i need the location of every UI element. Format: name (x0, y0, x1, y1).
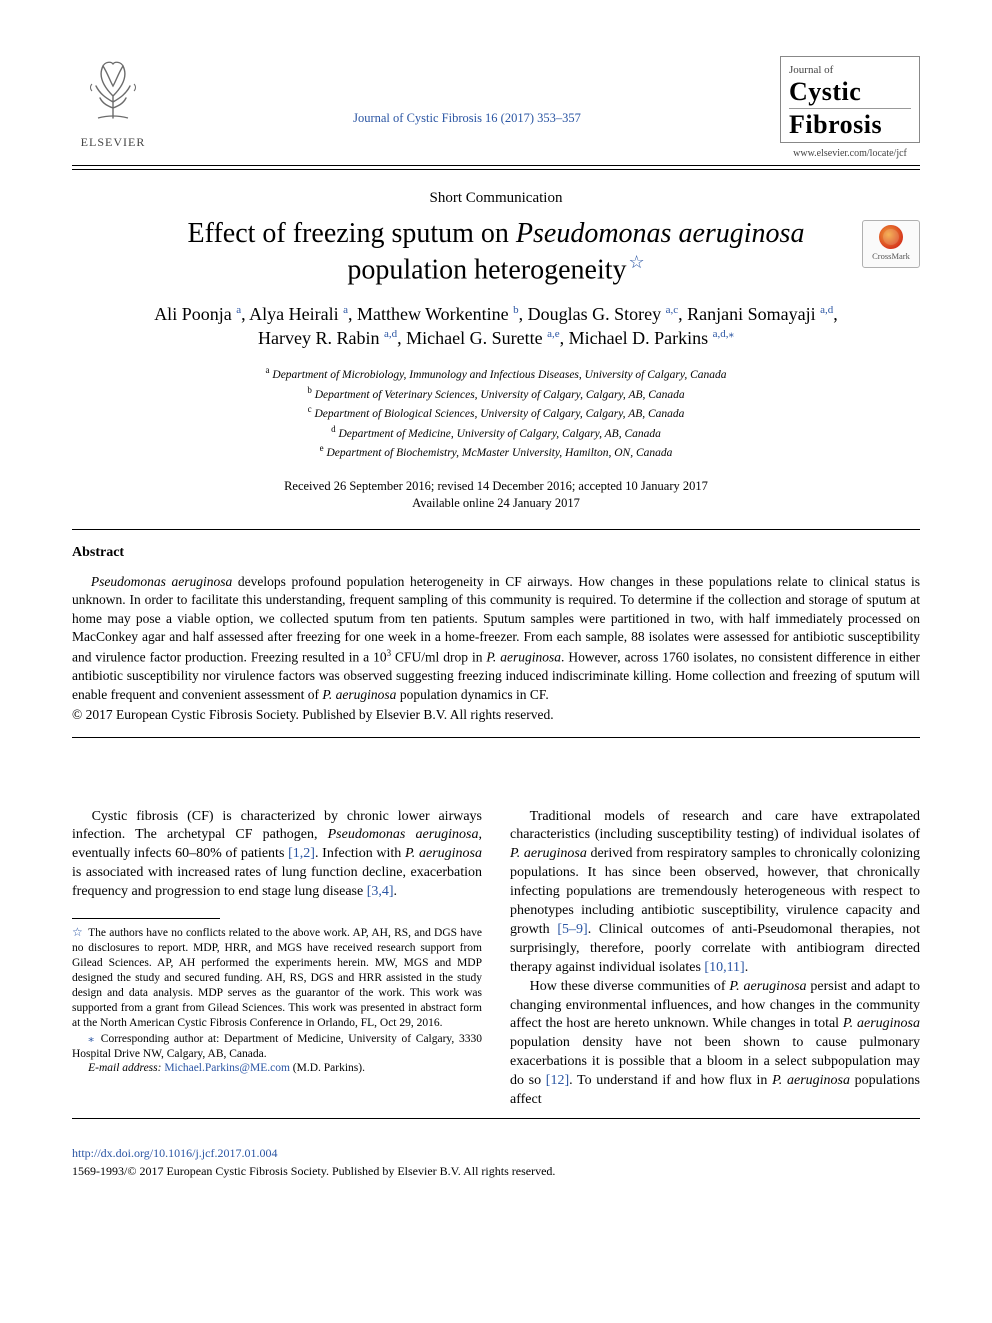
header-rule-1 (72, 165, 920, 166)
page-footer: http://dx.doi.org/10.1016/j.jcf.2017.01.… (72, 1145, 920, 1179)
abstract-rule-top (72, 529, 920, 530)
history-line-2: Available online 24 January 2017 (72, 495, 920, 513)
abstract-copyright: © 2017 European Cystic Fibrosis Society.… (72, 706, 920, 724)
article-title: Effect of freezing sputum on Pseudomonas… (72, 216, 920, 287)
column-right: Traditional models of research and care … (510, 808, 920, 1110)
abstract-species-3: P. aeruginosa (322, 687, 396, 702)
footnote-conflict: ☆ The authors have no conflicts related … (72, 925, 482, 1031)
abstract-t2: CFU/ml drop in (391, 650, 486, 665)
elsevier-wordmark: ELSEVIER (72, 134, 154, 150)
abstract-body: Pseudomonas aeruginosa develops profound… (72, 573, 920, 705)
body-columns: Cystic fibrosis (CF) is characterized by… (72, 808, 920, 1110)
abstract-heading: Abstract (72, 544, 920, 563)
elsevier-logo: ELSEVIER (72, 56, 154, 150)
article-type: Short Communication (72, 188, 920, 208)
ref-link-1-2[interactable]: [1,2] (288, 846, 315, 861)
abstract-t4: population dynamics in CF. (396, 687, 548, 702)
ref-link-10-11[interactable]: [10,11] (704, 960, 744, 975)
journal-header: ELSEVIER Journal of Cystic Fibrosis 16 (… (72, 56, 920, 161)
journal-reference: Journal of Cystic Fibrosis 16 (2017) 353… (154, 56, 780, 127)
affiliation-c: c Department of Biological Sciences, Uni… (72, 403, 920, 423)
doi-link[interactable]: http://dx.doi.org/10.1016/j.jcf.2017.01.… (72, 1145, 920, 1161)
issn-copyright: 1569-1993/© 2017 European Cystic Fibrosi… (72, 1163, 920, 1179)
affiliation-a: a Department of Microbiology, Immunology… (72, 364, 920, 384)
authors: Ali Poonja a, Alya Heirali a, Matthew Wo… (72, 302, 920, 351)
crossmark-badge[interactable]: CrossMark (862, 220, 920, 268)
ref-link-5-9[interactable]: [5–9] (557, 922, 587, 937)
footnote-rule (72, 918, 220, 919)
title-part-1: Effect of freezing sputum on (188, 218, 516, 249)
journal-logo-top: Journal of (789, 63, 911, 78)
title-part-2: population heterogeneity (347, 255, 626, 286)
affiliations: a Department of Microbiology, Immunology… (72, 364, 920, 462)
column-left: Cystic fibrosis (CF) is characterized by… (72, 808, 482, 1110)
footer-rule (72, 1118, 920, 1119)
email-link[interactable]: Michael.Parkins@ME.com (164, 1062, 290, 1074)
title-species: Pseudomonas aeruginosa (516, 218, 805, 249)
crossmark-label: CrossMark (872, 251, 910, 261)
left-paragraph-1: Cystic fibrosis (CF) is characterized by… (72, 808, 482, 902)
header-rule-2 (72, 169, 920, 170)
affiliation-e: e Department of Biochemistry, McMaster U… (72, 442, 920, 462)
footnote-email: E-mail address: Michael.Parkins@ME.com (… (72, 1061, 482, 1076)
article-history: Received 26 September 2016; revised 14 D… (72, 478, 920, 513)
affiliation-b: b Department of Veterinary Sciences, Uni… (72, 384, 920, 404)
journal-logo-word2: Fibrosis (789, 111, 911, 138)
title-wrap: Effect of freezing sputum on Pseudomonas… (72, 216, 920, 287)
star-icon: ☆ (72, 925, 83, 939)
authors-line-2: Harvey R. Rabin a,d, Michael G. Surette … (72, 326, 920, 350)
affiliation-d: d Department of Medicine, University of … (72, 423, 920, 443)
journal-logo-word1: Cystic (789, 78, 911, 109)
abstract-species-2: P. aeruginosa (486, 650, 561, 665)
footnotes: ☆ The authors have no conflicts related … (72, 925, 482, 1076)
title-footnote-star-icon: ☆ (629, 252, 645, 272)
right-paragraph-2: How these diverse communities of P. aeru… (510, 978, 920, 1110)
abstract-species-1: Pseudomonas aeruginosa (91, 574, 232, 589)
history-line-1: Received 26 September 2016; revised 14 D… (72, 478, 920, 496)
asterisk-icon: ⁎ (88, 1031, 94, 1045)
footnote-corresponding: ⁎ Corresponding author at: Department of… (72, 1031, 482, 1062)
crossmark-circle-icon (879, 225, 903, 249)
authors-line-1: Ali Poonja a, Alya Heirali a, Matthew Wo… (72, 302, 920, 326)
journal-logo-box: Journal of Cystic Fibrosis www.elsevier.… (780, 56, 920, 161)
ref-link-3-4[interactable]: [3,4] (367, 884, 394, 899)
journal-url: www.elsevier.com/locate/jcf (780, 147, 920, 161)
elsevier-tree-icon (78, 56, 148, 126)
page: ELSEVIER Journal of Cystic Fibrosis 16 (… (0, 0, 992, 1219)
abstract-rule-bottom (72, 737, 920, 738)
right-paragraph-1: Traditional models of research and care … (510, 808, 920, 978)
ref-link-12[interactable]: [12] (546, 1073, 569, 1088)
